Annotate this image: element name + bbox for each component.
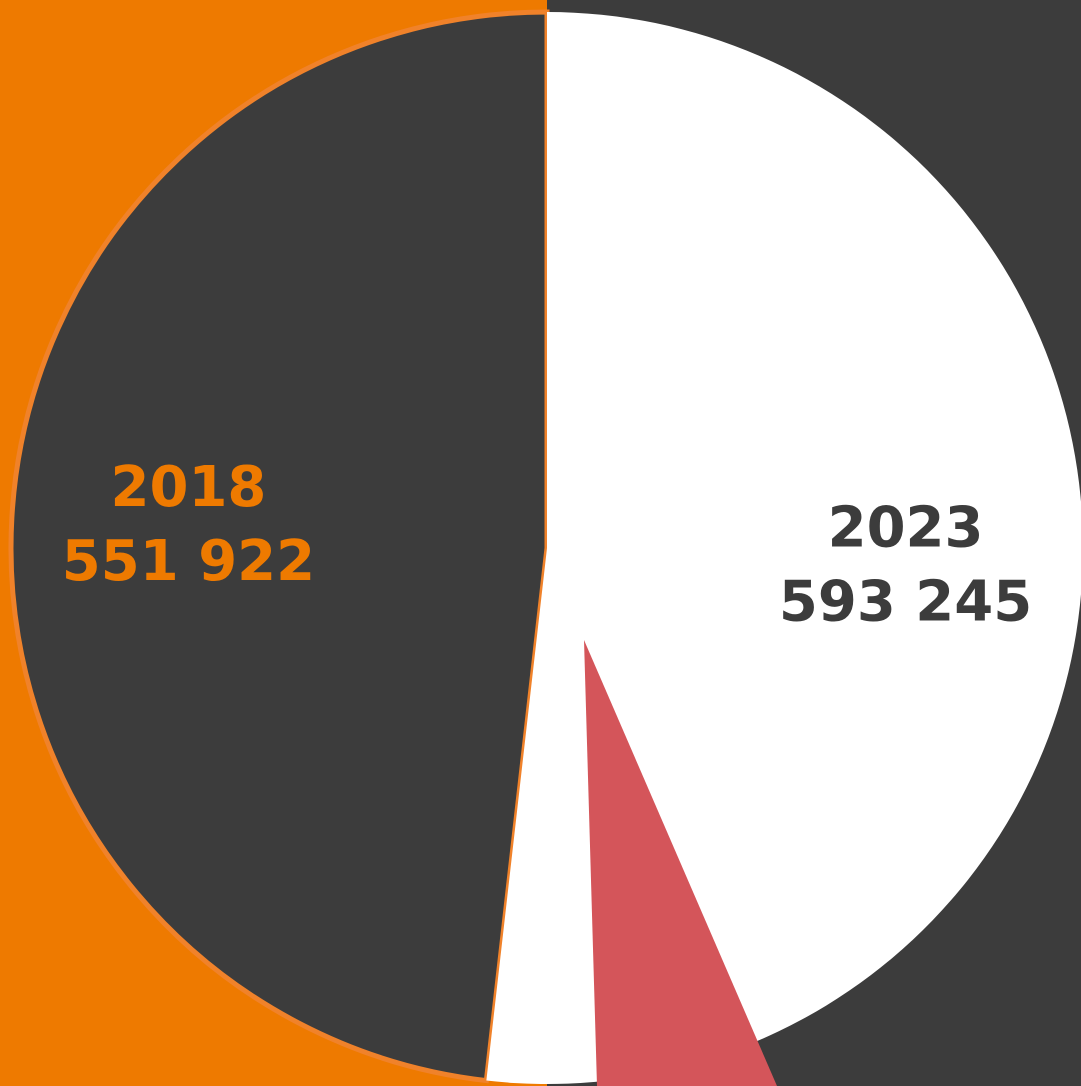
slice-category: 2023 xyxy=(828,495,984,560)
decoration xyxy=(584,640,777,1086)
labels: 2018 551 922 2023 593 245 xyxy=(62,455,1032,635)
pie-slice xyxy=(8,9,550,1084)
slice-value-label: 551 922 xyxy=(62,529,315,594)
slice-value-label: 593 245 xyxy=(779,569,1032,634)
slice-category: 2018 xyxy=(111,455,267,520)
